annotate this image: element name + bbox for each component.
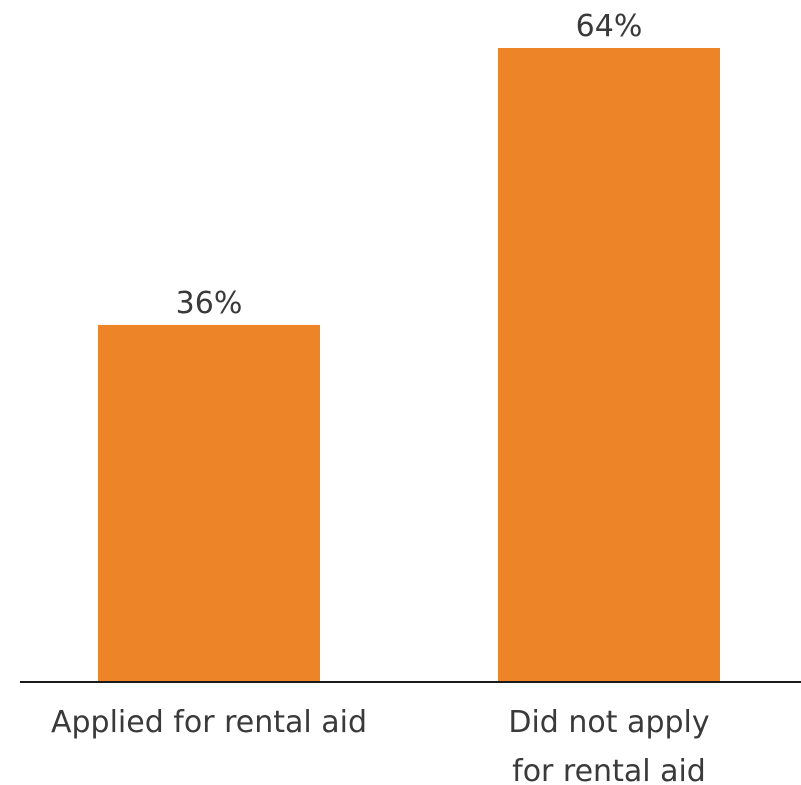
value-label-1: 64%: [576, 9, 643, 44]
bar-1: [498, 48, 720, 681]
bar-0: [98, 324, 320, 681]
category-label-1-line-0: Did not apply: [508, 705, 709, 740]
value-label-0: 36%: [176, 286, 243, 321]
value-labels-group: 36% 64%: [176, 9, 643, 321]
category-label-0-line-0: Applied for rental aid: [51, 705, 367, 740]
category-labels-group: Applied for rental aid Did not apply for r…: [51, 705, 710, 785]
category-label-1-line-1: for rental aid: [512, 754, 706, 785]
bars-group: [98, 48, 720, 681]
